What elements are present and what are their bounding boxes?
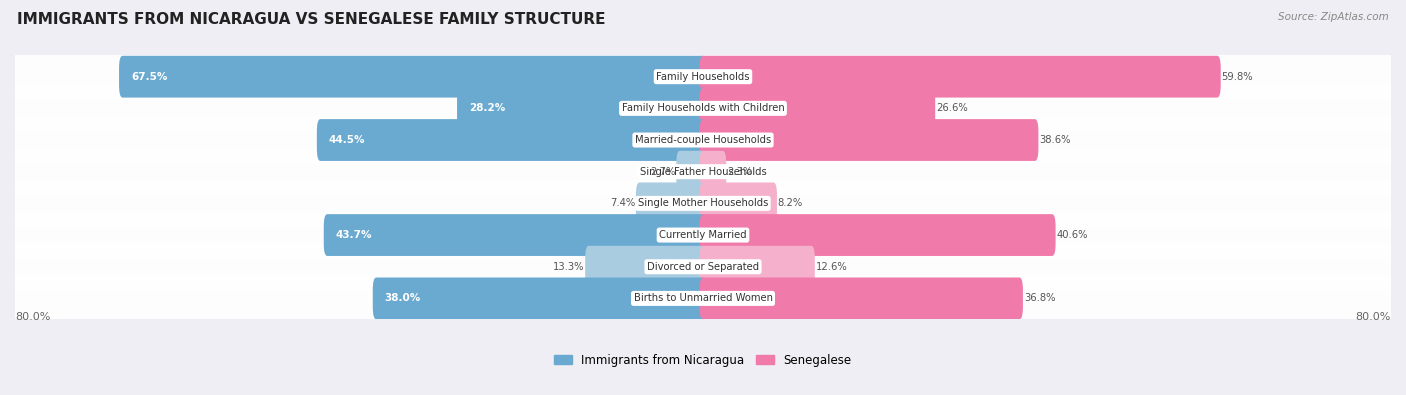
Text: Family Households: Family Households <box>657 71 749 82</box>
FancyBboxPatch shape <box>700 56 1220 98</box>
Text: 8.2%: 8.2% <box>778 198 803 209</box>
Text: 13.3%: 13.3% <box>553 262 585 272</box>
Text: 67.5%: 67.5% <box>131 71 167 82</box>
Text: Married-couple Households: Married-couple Households <box>636 135 770 145</box>
FancyBboxPatch shape <box>700 278 1024 319</box>
FancyBboxPatch shape <box>676 151 706 193</box>
FancyBboxPatch shape <box>700 151 727 193</box>
Text: 44.5%: 44.5% <box>329 135 366 145</box>
Text: 2.3%: 2.3% <box>727 167 752 177</box>
FancyBboxPatch shape <box>700 119 1039 161</box>
FancyBboxPatch shape <box>636 182 706 224</box>
FancyBboxPatch shape <box>700 182 778 224</box>
Text: 7.4%: 7.4% <box>610 198 636 209</box>
FancyBboxPatch shape <box>323 214 706 256</box>
Text: 28.2%: 28.2% <box>470 103 505 113</box>
FancyBboxPatch shape <box>13 243 1393 290</box>
FancyBboxPatch shape <box>585 246 706 288</box>
FancyBboxPatch shape <box>13 148 1393 195</box>
Text: Divorced or Separated: Divorced or Separated <box>647 262 759 272</box>
Text: Single Mother Households: Single Mother Households <box>638 198 768 209</box>
Text: 38.6%: 38.6% <box>1039 135 1071 145</box>
FancyBboxPatch shape <box>13 53 1393 100</box>
Text: 80.0%: 80.0% <box>15 312 51 322</box>
FancyBboxPatch shape <box>700 87 935 129</box>
Text: Births to Unmarried Women: Births to Unmarried Women <box>634 293 772 303</box>
Text: Currently Married: Currently Married <box>659 230 747 240</box>
FancyBboxPatch shape <box>13 180 1393 227</box>
FancyBboxPatch shape <box>13 275 1393 322</box>
Text: Family Households with Children: Family Households with Children <box>621 103 785 113</box>
Text: 2.7%: 2.7% <box>650 167 675 177</box>
FancyBboxPatch shape <box>120 56 706 98</box>
Text: 43.7%: 43.7% <box>336 230 373 240</box>
FancyBboxPatch shape <box>700 246 815 288</box>
FancyBboxPatch shape <box>457 87 706 129</box>
Text: Single Father Households: Single Father Households <box>640 167 766 177</box>
Text: 12.6%: 12.6% <box>815 262 848 272</box>
Text: IMMIGRANTS FROM NICARAGUA VS SENEGALESE FAMILY STRUCTURE: IMMIGRANTS FROM NICARAGUA VS SENEGALESE … <box>17 12 606 27</box>
FancyBboxPatch shape <box>373 278 706 319</box>
FancyBboxPatch shape <box>316 119 706 161</box>
FancyBboxPatch shape <box>13 212 1393 258</box>
FancyBboxPatch shape <box>700 214 1056 256</box>
Text: 80.0%: 80.0% <box>1355 312 1391 322</box>
FancyBboxPatch shape <box>13 117 1393 164</box>
Text: 36.8%: 36.8% <box>1024 293 1056 303</box>
Text: 38.0%: 38.0% <box>385 293 420 303</box>
Text: Source: ZipAtlas.com: Source: ZipAtlas.com <box>1278 12 1389 22</box>
Text: 40.6%: 40.6% <box>1056 230 1088 240</box>
Text: 26.6%: 26.6% <box>936 103 967 113</box>
FancyBboxPatch shape <box>13 85 1393 132</box>
Text: 59.8%: 59.8% <box>1222 71 1253 82</box>
Legend: Immigrants from Nicaragua, Senegalese: Immigrants from Nicaragua, Senegalese <box>550 349 856 371</box>
